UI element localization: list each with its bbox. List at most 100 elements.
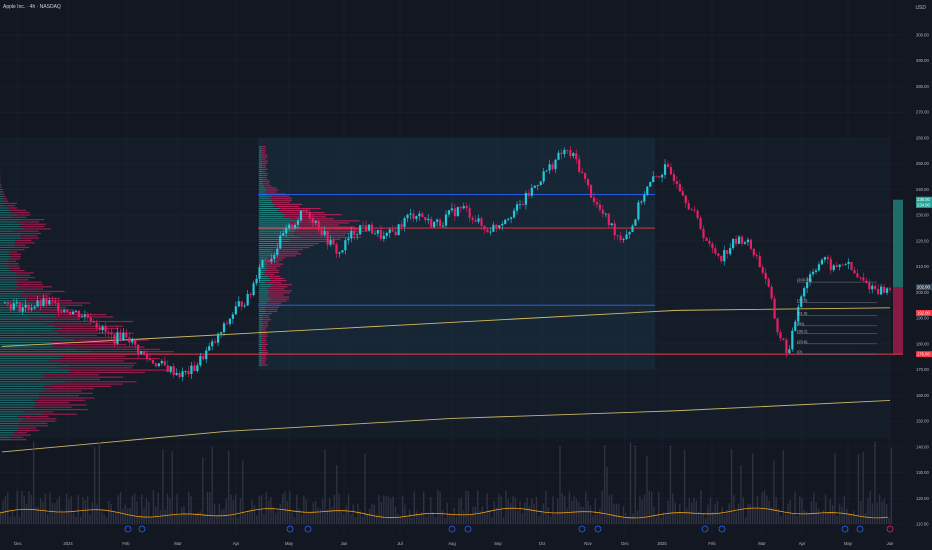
- session-vp-bar-up: [259, 224, 290, 226]
- vp-bar-down: [11, 256, 21, 258]
- candle-body: [54, 301, 57, 303]
- session-vp-bar-down: [261, 360, 266, 362]
- candle-body: [456, 207, 459, 217]
- session-vp-bar-up: [259, 175, 262, 177]
- volume-bar: [162, 449, 164, 524]
- candle-body: [353, 230, 356, 236]
- candle-body: [178, 373, 181, 377]
- volume-bar: [103, 513, 105, 524]
- candle-body: [539, 181, 542, 186]
- candle-body: [820, 259, 824, 265]
- price-label-text: 234.00: [917, 202, 930, 207]
- vp-bar-up: [0, 286, 20, 288]
- earnings-marker-icon: [286, 525, 294, 533]
- candle-body: [24, 304, 27, 308]
- vp-bar-down: [21, 420, 56, 422]
- vp-bar-up: [0, 355, 64, 357]
- vp-bar-down: [19, 286, 52, 288]
- candle-body: [134, 339, 137, 345]
- price-axis-tick: 260.00: [916, 135, 929, 140]
- vp-bar-down: [14, 279, 29, 281]
- session-vp-bar-up: [259, 358, 263, 360]
- vp-bar-down: [41, 311, 81, 313]
- session-vp-bar-down: [280, 207, 321, 210]
- volume-bar: [531, 498, 533, 524]
- volume-bar: [549, 516, 552, 524]
- volume-bar: [244, 513, 246, 524]
- candle-body: [391, 229, 394, 232]
- vp-bar-down: [3, 200, 9, 202]
- session-vp-bar-up: [259, 226, 301, 228]
- volume-bar: [430, 496, 432, 524]
- vp-bar-down: [7, 207, 18, 209]
- session-vp-bar-up: [259, 306, 266, 308]
- vp-bar-up: [0, 214, 17, 216]
- volume-bar: [0, 511, 2, 524]
- candle-body: [714, 248, 717, 254]
- volume-bar: [223, 509, 225, 524]
- vp-bar-up: [0, 367, 60, 369]
- session-vp-bar-down: [265, 265, 281, 267]
- session-vp-bar-up: [259, 210, 278, 212]
- volume-bar: [726, 509, 728, 524]
- vp-bar-down: [17, 221, 40, 223]
- session-vp-bar-up: [259, 275, 269, 277]
- volume-bar: [719, 512, 721, 524]
- vp-bar-down: [49, 360, 124, 362]
- volume-bar: [169, 497, 171, 524]
- vp-bar-up: [0, 249, 12, 251]
- candle-body: [113, 334, 116, 344]
- session-vp-bar-down: [263, 319, 272, 321]
- session-vp-bar-down: [261, 337, 266, 339]
- vp-bar-up: [0, 385, 45, 387]
- volume-bar: [394, 506, 397, 524]
- session-vp-bar-up: [259, 177, 262, 179]
- time-axis-tick: May: [844, 541, 853, 546]
- volume-bar: [890, 448, 893, 524]
- vp-bar-down: [15, 283, 43, 286]
- volume-bar: [136, 501, 138, 524]
- session-vp-bar-up: [259, 331, 262, 333]
- candle-body: [560, 152, 563, 155]
- volume-bar: [399, 516, 401, 524]
- session-vp-bar-up: [259, 319, 264, 321]
- candle-body: [27, 304, 30, 310]
- session-vp-bar-up: [259, 158, 261, 160]
- price-axis-tick: 290.00: [916, 58, 929, 63]
- volume-bar: [474, 506, 477, 524]
- candle-body: [882, 286, 886, 293]
- candle-body: [681, 191, 684, 196]
- volume-bar: [23, 495, 25, 524]
- vp-bar-up: [0, 436, 10, 438]
- vp-bar-up: [0, 216, 12, 218]
- volume-bar: [237, 517, 239, 524]
- volume-bar: [345, 505, 347, 524]
- volume-bar: [850, 514, 853, 524]
- candle-body: [794, 321, 797, 331]
- candle-body: [370, 224, 374, 234]
- volume-bar: [632, 513, 634, 524]
- volume-bar: [646, 455, 648, 524]
- volume-bar: [512, 495, 514, 524]
- candle-body: [169, 366, 172, 372]
- session-vp-bar-up: [259, 315, 263, 317]
- vp-bar-down: [35, 404, 87, 406]
- price-axis-tick: 190.00: [916, 316, 929, 321]
- vp-bar-up: [0, 274, 17, 276]
- vp-bar-down: [26, 309, 74, 311]
- candle-body: [379, 230, 382, 240]
- candle-body: [128, 337, 131, 343]
- candle-body: [444, 214, 448, 226]
- session-vp-bar-down: [262, 335, 268, 337]
- volume-bar: [686, 508, 688, 524]
- candle-body: [595, 202, 599, 205]
- session-vp-bar-down: [273, 284, 293, 286]
- volume-bar: [218, 503, 220, 524]
- candle-body: [829, 258, 832, 271]
- candle-body: [853, 269, 856, 274]
- candle-body: [332, 240, 335, 245]
- session-vp-bar-down: [268, 294, 284, 296]
- volume-bar: [35, 506, 37, 524]
- session-vp-bar-up: [259, 150, 263, 152]
